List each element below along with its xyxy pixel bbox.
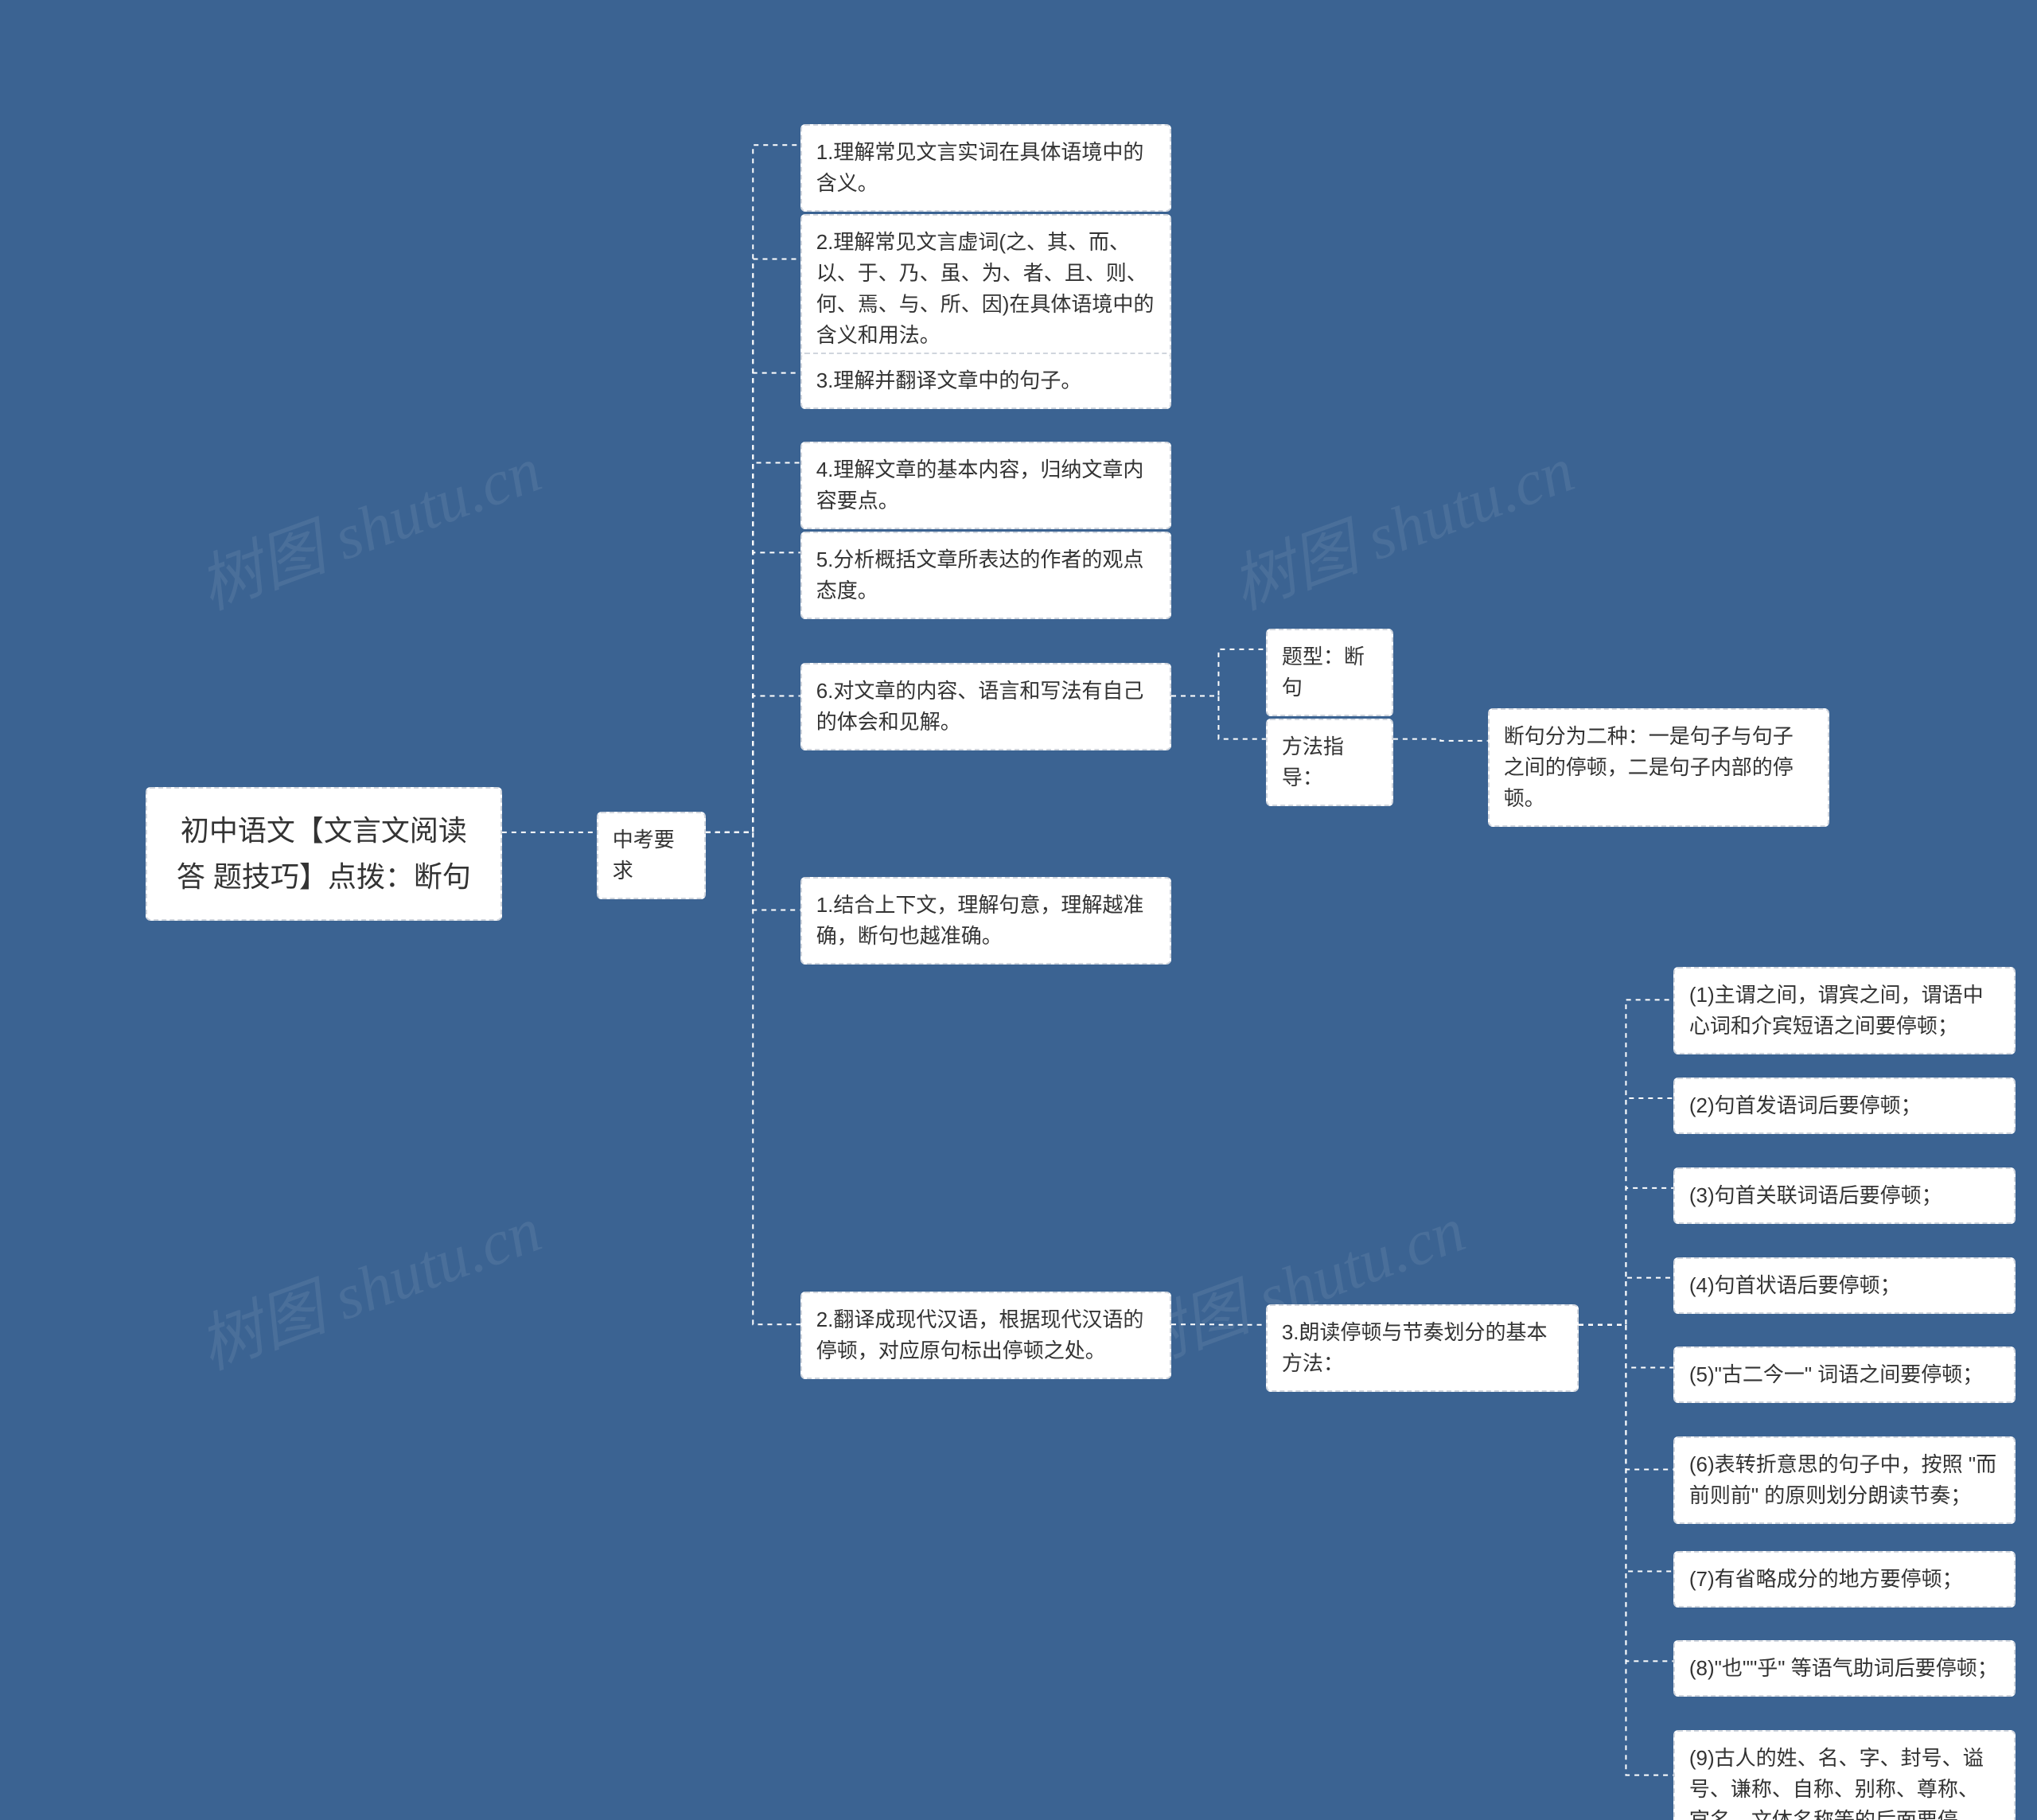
level3-node-8: 3.朗读停顿与节奏划分的基本方法： — [1266, 1304, 1579, 1392]
level4-node-8-1: (1)主谓之间，谓宾之间，谓语中心词和介宾短语之间要停顿； — [1673, 967, 2016, 1054]
level2-node-6: 6.对文章的内容、语言和写法有自己的体会和见解。 — [800, 663, 1171, 750]
level2-node-8: 2.翻译成现代汉语，根据现代汉语的停顿，对应原句标出停顿之处。 — [800, 1292, 1171, 1379]
level4-node-6b1: 断句分为二种：一是句子与句子之间的停顿，二是句子内部的停顿。 — [1488, 708, 1830, 827]
level1-node: 中考要求 — [597, 812, 706, 899]
level2-node-7: 1.结合上下文，理解句意，理解越准确，断句也越准确。 — [800, 877, 1171, 965]
watermark: 树图 shutu.cn — [1217, 419, 1584, 628]
watermark: 树图 shutu.cn — [184, 1178, 551, 1387]
level2-node-4: 4.理解文章的基本内容，归纳文章内容要点。 — [800, 442, 1171, 529]
level4-node-8-2: (2)句首发语词后要停顿； — [1673, 1078, 2016, 1134]
level4-node-8-3: (3)句首关联词语后要停顿； — [1673, 1167, 2016, 1224]
level4-node-8-9: (9)古人的姓、名、字、封号、谥号、谦称、自称、别称、尊称、官名、文体名称等的后… — [1673, 1730, 2016, 1820]
level2-node-1: 1.理解常见文言实词在具体语境中的含义。 — [800, 124, 1171, 212]
watermark: 树图 shutu.cn — [184, 419, 551, 628]
level2-node-5: 5.分析概括文章所表达的作者的观点态度。 — [800, 532, 1171, 619]
level4-node-8-4: (4)句首状语后要停顿； — [1673, 1257, 2016, 1314]
level4-node-8-8: (8)"也""乎" 等语气助词后要停顿； — [1673, 1640, 2016, 1697]
level3-node-6b: 方法指导： — [1266, 719, 1393, 806]
root-node: 初中语文【文言文阅读答 题技巧】点拨：断句 — [146, 787, 502, 920]
level2-node-2: 2.理解常见文言虚词(之、其、而、以、于、乃、虽、为、者、且、则、何、焉、与、所… — [800, 214, 1171, 364]
level4-node-8-7: (7)有省略成分的地方要停顿； — [1673, 1551, 2016, 1608]
level2-node-3: 3.理解并翻译文章中的句子。 — [800, 353, 1171, 409]
level3-node-6a: 题型：断句 — [1266, 629, 1393, 716]
level4-node-8-6: (6)表转折意思的句子中，按照 "而前则前" 的原则划分朗读节奏； — [1673, 1436, 2016, 1524]
level4-node-8-5: (5)"古二今一" 词语之间要停顿； — [1673, 1346, 2016, 1403]
